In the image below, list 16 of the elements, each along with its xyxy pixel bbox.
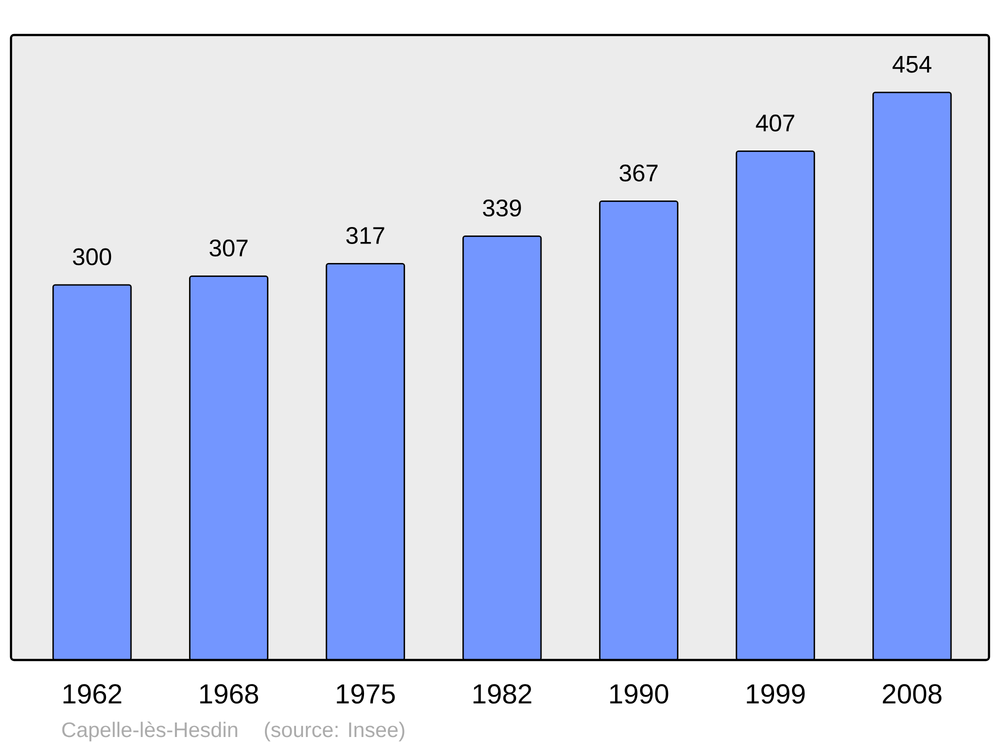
x-tick-label: 1990 bbox=[610, 684, 668, 704]
data-label: 307 bbox=[210, 240, 248, 257]
data-label: 317 bbox=[346, 227, 384, 244]
data-label: 300 bbox=[72, 248, 112, 266]
data-label: 367 bbox=[620, 164, 658, 182]
text: Capelle-lès-Hesdin bbox=[62, 722, 238, 742]
x-tick-label: 1968 bbox=[200, 684, 258, 704]
x-tick-label: 2008 bbox=[882, 684, 942, 704]
x-tick-label: 1962 bbox=[64, 684, 122, 704]
text: (source: Insee) bbox=[264, 722, 404, 742]
data-label: 407 bbox=[756, 114, 794, 132]
x-tick-label: 1999 bbox=[746, 684, 805, 704]
x-tick-label: 1982 bbox=[474, 684, 532, 704]
data-label: 339 bbox=[482, 200, 521, 217]
x-tick-label: 1975 bbox=[336, 684, 395, 704]
data-label: 454 bbox=[892, 56, 932, 73]
